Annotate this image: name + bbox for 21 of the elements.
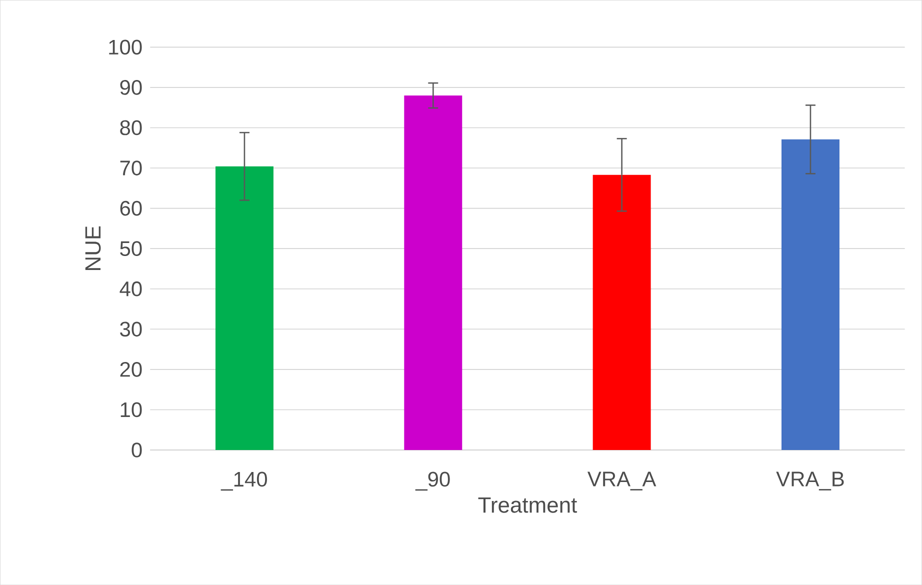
y-axis-title: NUE: [85, 226, 101, 270]
y-tick-label: 20: [120, 362, 142, 377]
y-tick-label: 40: [120, 281, 142, 296]
y-tick-label: 80: [120, 120, 142, 136]
bar: [592, 174, 651, 450]
x-tick-label: VRA_A: [587, 472, 656, 490]
y-tick-label: 90: [120, 80, 142, 95]
bar: [781, 139, 840, 450]
x-tick-label: VRA_B: [776, 472, 844, 490]
x-axis-title: Treatment: [478, 497, 578, 513]
bar: [215, 166, 274, 450]
y-tick-label: 50: [120, 241, 142, 256]
y-tick-label: 60: [120, 200, 142, 216]
y-tick-label: 100: [109, 40, 142, 55]
y-tick-label: 30: [120, 322, 142, 337]
y-tick-label: 0: [132, 442, 142, 458]
bar: [404, 95, 462, 450]
y-tick-label: 70: [120, 160, 142, 176]
x-tick-label: _90: [415, 472, 450, 491]
x-tick-label: _140: [220, 472, 267, 491]
y-tick-label: 10: [120, 402, 142, 418]
